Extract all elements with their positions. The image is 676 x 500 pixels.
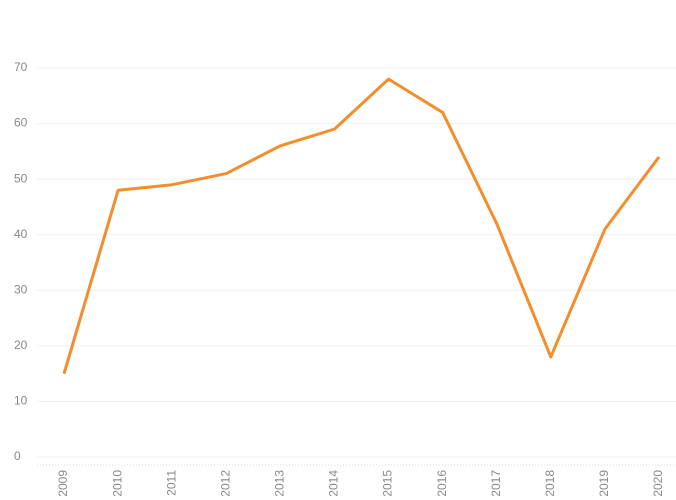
x-tick-label: 2009 [56, 470, 70, 497]
x-tick-label: 2011 [164, 470, 178, 496]
y-tick-label: 0 [14, 449, 21, 463]
y-tick-label: 70 [14, 60, 28, 74]
x-tick-label: 2017 [489, 470, 503, 497]
line [62, 77, 661, 375]
x-tick-label: 2019 [597, 470, 611, 497]
y-tick-label: 50 [14, 171, 28, 185]
y-tick-label: 20 [14, 338, 28, 352]
x-tick-label: 2015 [381, 470, 395, 497]
x-tick-label: 2014 [327, 470, 341, 497]
y-tick-label: 30 [14, 282, 28, 296]
x-tick-label: 2018 [543, 470, 557, 497]
y-tick-label: 60 [14, 116, 28, 130]
x-tick-label: 2016 [435, 470, 449, 497]
x-tick-label: 2013 [273, 470, 287, 497]
x-tick-label: 2012 [218, 470, 232, 497]
x-tick-label: 2010 [110, 470, 124, 497]
x-tick-label: 2020 [651, 470, 665, 497]
y-tick-label: 40 [14, 227, 28, 241]
y-tick-label: 10 [14, 394, 28, 408]
